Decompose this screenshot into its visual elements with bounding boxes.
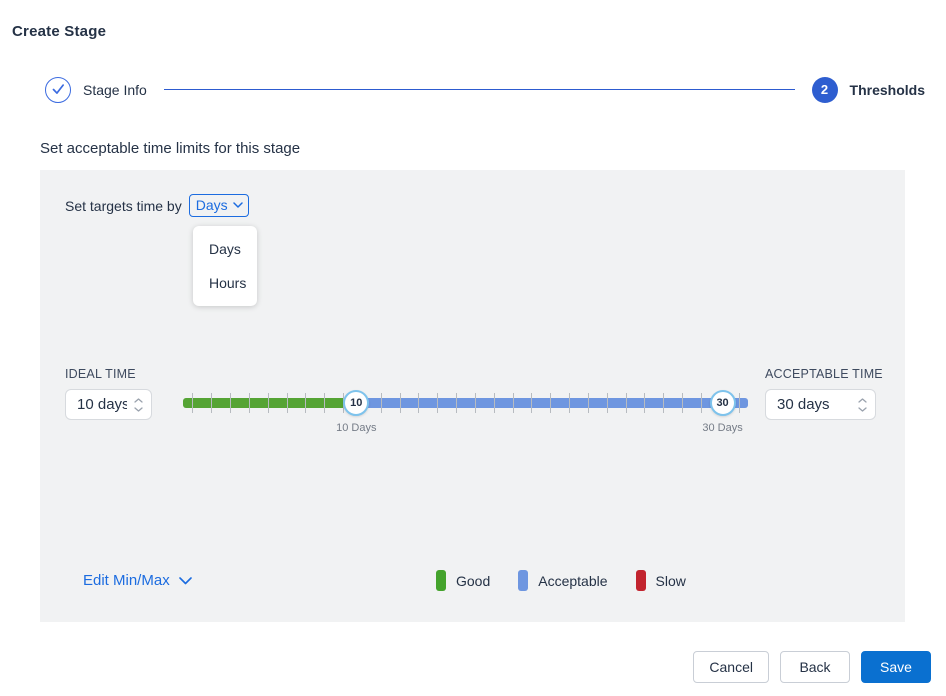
legend-swatch [436,570,446,591]
check-icon [52,84,65,95]
legend-label: Slow [655,572,686,589]
acceptable-time-label: ACCEPTABLE TIME [765,367,883,381]
legend-item-acceptable: Acceptable [518,570,608,591]
back-button[interactable]: Back [780,651,850,683]
legend-swatch [518,570,529,591]
ideal-time-input[interactable] [77,396,127,413]
section-heading: Set acceptable time limits for this stag… [40,140,301,157]
chevron-down-icon [134,406,143,412]
edit-minmax-label: Edit Min/Max [83,572,170,589]
chevron-down-icon [178,576,192,585]
slider-handle-min-label: 10 Days [336,422,377,434]
stepper: Stage Info 2 Thresholds [45,76,925,103]
legend-item-good: Good [436,570,490,591]
track-acceptable [356,398,748,408]
footer-actions: Cancel Back Save [693,651,931,683]
ideal-time-label: IDEAL TIME [65,367,136,381]
time-range-slider: 10 30 10 Days 30 Days [183,366,748,440]
legend-label: Good [456,572,491,589]
chevron-down-icon [232,202,243,208]
slider-handle-min[interactable]: 10 [343,390,370,416]
slider-track[interactable] [183,398,748,408]
targets-label: Set targets time by [65,197,182,214]
acceptable-time-input[interactable] [777,396,851,413]
unit-menu: Days Hours [193,226,257,306]
ideal-time-stepper[interactable] [134,390,143,419]
step1-completed-indicator[interactable] [45,76,71,103]
page-title: Create Stage [12,23,107,40]
stepper-connector-line [163,89,795,90]
targets-row: Set targets time by Days [65,194,249,217]
ideal-time-field [65,389,152,420]
menu-option-hours[interactable]: Hours [209,275,247,291]
acceptable-time-field [765,389,876,420]
acceptable-time-stepper[interactable] [858,390,867,419]
step2-number-indicator[interactable]: 2 [811,76,838,103]
step1-label[interactable]: Stage Info [83,81,147,98]
slider-handle-max[interactable]: 30 [709,390,736,416]
unit-select-trigger[interactable]: Days [188,194,249,217]
legend-item-slow: Slow [635,570,686,591]
chevron-down-icon [858,406,867,412]
legend-swatch [635,570,646,591]
unit-select-value: Days [195,197,228,213]
cancel-button[interactable]: Cancel [693,651,769,683]
legend: Good Acceptable Slow [436,570,686,591]
slider-handle-max-label: 30 Days [702,422,743,434]
track-good [183,398,357,408]
menu-option-days[interactable]: Days [209,241,241,257]
save-button[interactable]: Save [861,651,931,683]
thresholds-panel: Set targets time by Days Days Hours IDEAL… [40,170,905,622]
step2-label[interactable]: Thresholds [849,81,925,98]
legend-label: Acceptable [538,572,608,589]
chevron-up-icon [858,397,867,403]
edit-minmax-link[interactable]: Edit Min/Max [83,572,192,589]
chevron-up-icon [134,397,143,403]
